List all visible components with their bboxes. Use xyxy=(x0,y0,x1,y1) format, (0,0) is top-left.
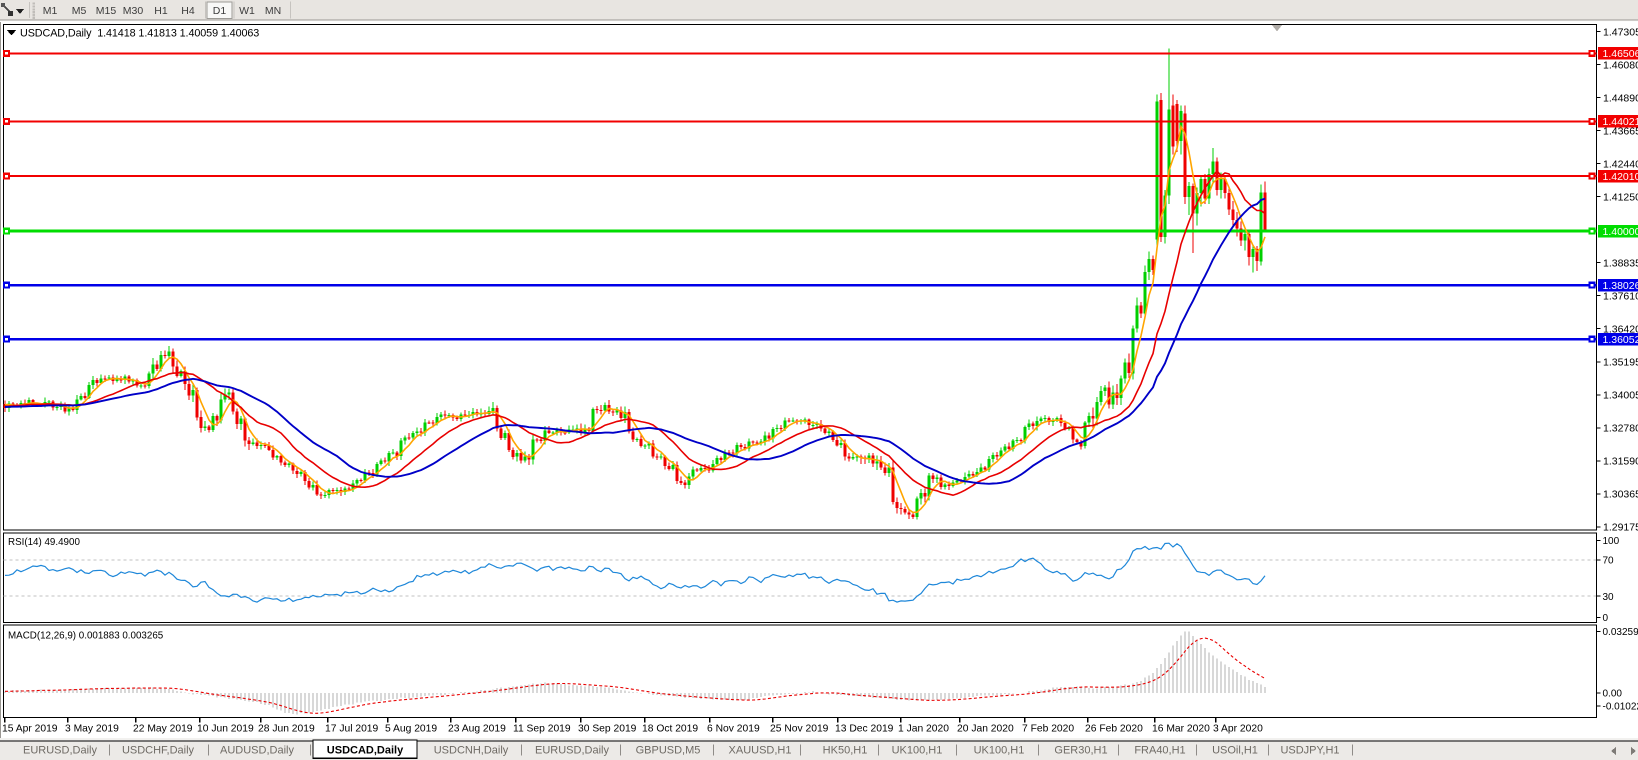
svg-text:10 Jun 2019: 10 Jun 2019 xyxy=(197,723,254,734)
svg-text:USDCAD,Daily: USDCAD,Daily xyxy=(327,744,404,756)
svg-text:1.42010: 1.42010 xyxy=(1603,171,1638,183)
svg-text:1 Jan 2020: 1 Jan 2020 xyxy=(898,723,949,734)
svg-text:1.34005: 1.34005 xyxy=(1603,390,1638,402)
svg-text:MN: MN xyxy=(265,5,281,17)
svg-text:3 Apr 2020: 3 Apr 2020 xyxy=(1213,723,1263,734)
svg-text:USDJPY,H1: USDJPY,H1 xyxy=(1280,744,1339,756)
svg-text:0: 0 xyxy=(1603,613,1609,624)
svg-text:1.37610: 1.37610 xyxy=(1603,291,1638,303)
svg-text:20 Jan 2020: 20 Jan 2020 xyxy=(957,723,1014,734)
svg-text:USDCHF,Daily: USDCHF,Daily xyxy=(122,744,195,756)
svg-text:1.35195: 1.35195 xyxy=(1603,357,1638,369)
svg-text:1.38835: 1.38835 xyxy=(1603,258,1638,270)
svg-text:AUDUSD,Daily: AUDUSD,Daily xyxy=(220,744,294,756)
svg-text:D1: D1 xyxy=(213,5,227,17)
svg-text:H1: H1 xyxy=(154,5,168,17)
svg-text:1.38026: 1.38026 xyxy=(1603,280,1638,292)
svg-text:0.00: 0.00 xyxy=(1603,689,1623,700)
svg-text:GBPUSD,M5: GBPUSD,M5 xyxy=(636,744,701,756)
svg-text:XAUUSD,H1: XAUUSD,H1 xyxy=(729,744,792,756)
svg-text:USOil,H1: USOil,H1 xyxy=(1212,744,1258,756)
svg-text:1.40000: 1.40000 xyxy=(1603,226,1638,238)
svg-text:M5: M5 xyxy=(72,5,87,17)
svg-text:RSI(14) 49.4900: RSI(14) 49.4900 xyxy=(8,537,80,548)
svg-text:6 Nov 2019: 6 Nov 2019 xyxy=(707,723,760,734)
svg-text:-0.010222: -0.010222 xyxy=(1603,702,1638,713)
svg-text:18 Oct 2019: 18 Oct 2019 xyxy=(642,723,698,734)
svg-text:1.42440: 1.42440 xyxy=(1603,158,1638,170)
svg-text:15 Apr 2019: 15 Apr 2019 xyxy=(2,723,58,734)
svg-text:30 Sep 2019: 30 Sep 2019 xyxy=(578,723,637,734)
svg-text:EURUSD,Daily: EURUSD,Daily xyxy=(23,744,97,756)
svg-text:GER30,H1: GER30,H1 xyxy=(1054,744,1107,756)
svg-text:1.46080: 1.46080 xyxy=(1603,59,1638,71)
svg-text:1.32780: 1.32780 xyxy=(1603,423,1638,435)
svg-text:HK50,H1: HK50,H1 xyxy=(823,744,868,756)
svg-text:7 Feb 2020: 7 Feb 2020 xyxy=(1022,723,1074,734)
svg-text:1.44890: 1.44890 xyxy=(1603,92,1638,104)
svg-text:5 Aug 2019: 5 Aug 2019 xyxy=(385,723,437,734)
svg-text:1.36420: 1.36420 xyxy=(1603,324,1638,336)
svg-text:EURUSD,Daily: EURUSD,Daily xyxy=(535,744,609,756)
svg-text:0.032595: 0.032595 xyxy=(1603,627,1638,638)
svg-text:USDCAD,Daily 1.41418 1.41813: USDCAD,Daily 1.41418 1.41813 1.40059 1.4… xyxy=(20,27,259,39)
svg-text:UK100,H1: UK100,H1 xyxy=(892,744,943,756)
svg-text:1.46506: 1.46506 xyxy=(1603,48,1638,60)
svg-text:3 May 2019: 3 May 2019 xyxy=(65,723,119,734)
svg-text:23 Aug 2019: 23 Aug 2019 xyxy=(448,723,506,734)
svg-text:30: 30 xyxy=(1603,592,1615,603)
svg-text:1.43665: 1.43665 xyxy=(1603,125,1638,137)
svg-text:1.31590: 1.31590 xyxy=(1603,456,1638,468)
svg-text:1.47305: 1.47305 xyxy=(1603,26,1638,38)
svg-text:M30: M30 xyxy=(123,5,144,17)
svg-text:FRA40,H1: FRA40,H1 xyxy=(1134,744,1185,756)
svg-text:22 May 2019: 22 May 2019 xyxy=(133,723,193,734)
svg-text:UK100,H1: UK100,H1 xyxy=(974,744,1025,756)
svg-text:16 Mar 2020: 16 Mar 2020 xyxy=(1152,723,1210,734)
svg-text:MACD(12,26,9) 0.001883 0.00326: MACD(12,26,9) 0.001883 0.003265 xyxy=(8,631,164,642)
svg-text:1.44021: 1.44021 xyxy=(1603,116,1638,128)
svg-text:11 Sep 2019: 11 Sep 2019 xyxy=(513,723,571,734)
svg-text:1.36052: 1.36052 xyxy=(1603,334,1638,346)
svg-text:100: 100 xyxy=(1603,536,1620,547)
svg-text:17 Jul 2019: 17 Jul 2019 xyxy=(325,723,379,734)
svg-text:1.30365: 1.30365 xyxy=(1603,489,1638,501)
svg-text:M15: M15 xyxy=(96,5,117,17)
svg-text:26 Feb 2020: 26 Feb 2020 xyxy=(1085,723,1143,734)
svg-text:H4: H4 xyxy=(181,5,195,17)
svg-text:1.29175: 1.29175 xyxy=(1603,522,1638,534)
svg-text:70: 70 xyxy=(1603,556,1615,567)
svg-text:M1: M1 xyxy=(43,5,58,17)
svg-text:28 Jun 2019: 28 Jun 2019 xyxy=(258,723,315,734)
svg-text:1.41250: 1.41250 xyxy=(1603,191,1638,203)
svg-text:W1: W1 xyxy=(239,5,255,17)
svg-text:USDCNH,Daily: USDCNH,Daily xyxy=(434,744,509,756)
svg-text:13 Dec 2019: 13 Dec 2019 xyxy=(835,723,894,734)
svg-text:25 Nov 2019: 25 Nov 2019 xyxy=(770,723,829,734)
